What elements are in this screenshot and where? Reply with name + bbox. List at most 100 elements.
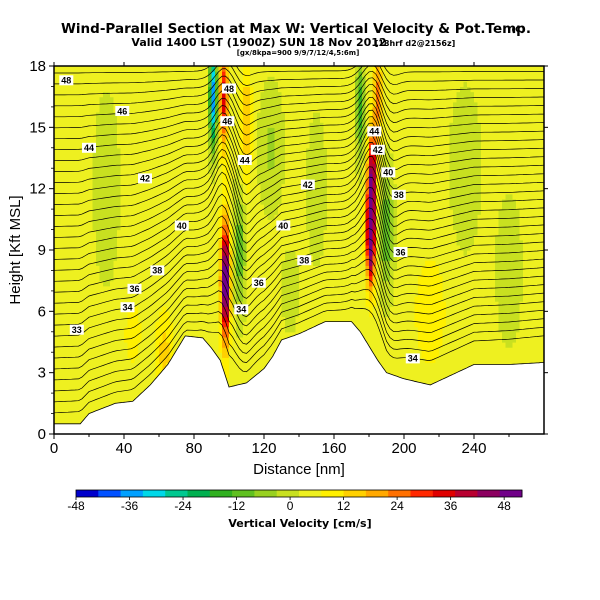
heatmap-cell [152,168,157,174]
heatmap-cell [162,86,167,93]
heatmap-cell [71,275,76,282]
heatmap-cell [61,86,66,93]
heatmap-cell [145,106,150,113]
heatmap-cell [61,168,66,174]
heatmap-cell [246,173,251,180]
heatmap-cell [201,214,206,220]
heatmap-cell [75,250,80,256]
heatmap-cell [239,101,244,108]
heatmap-cell [225,91,230,98]
heatmap-cell [117,362,122,369]
heatmap-cell [131,275,136,282]
heatmap-cell [260,336,265,343]
heatmap-cell [225,306,230,312]
heatmap-cell [246,86,251,93]
heatmap-cell [64,117,69,123]
heatmap-cell [211,347,216,353]
heatmap-cell [131,296,136,302]
heatmap-cell [222,250,227,256]
heatmap-cell [78,234,83,241]
heatmap-cell [82,209,87,215]
heatmap-cell [194,86,199,93]
heatmap-cell [141,316,146,323]
heatmap-cell [113,152,118,159]
heatmap-cell [264,270,269,277]
heatmap-cell [166,204,171,210]
heatmap-cell [159,367,164,374]
heatmap-cell [155,224,160,231]
heatmap-cell [61,127,66,134]
heatmap-cell [75,71,80,77]
heatmap-cell [127,71,132,77]
heatmap-cell [99,71,104,77]
heatmap-cell [68,66,73,72]
heatmap-cell [211,311,216,318]
heatmap-cell [250,86,255,93]
heatmap-cell [204,280,209,287]
heatmap-cell [173,106,178,113]
heatmap-cell [288,132,293,139]
heatmap-cell [278,321,283,328]
heatmap-cell [92,372,97,379]
heatmap-cell [57,142,62,149]
heatmap-cell [117,372,122,379]
heatmap-cell [78,285,83,292]
heatmap-cell [148,188,153,195]
heatmap-cell [82,137,87,144]
heatmap-cell [218,342,223,348]
heatmap-cell [145,112,150,118]
heatmap-cell [194,239,199,246]
heatmap-cell [194,229,199,236]
heatmap-cell [176,71,181,77]
heatmap-cell [57,101,62,108]
heatmap-cell [78,357,83,364]
heatmap-cell [246,214,251,220]
heatmap-cell [71,234,76,241]
heatmap-cell [271,76,276,82]
heatmap-cell [229,301,234,307]
heatmap-cell [162,132,167,139]
heatmap-cell [211,331,216,338]
heatmap-cell [169,260,174,266]
heatmap-cell [120,219,125,226]
heatmap-cell [222,152,227,159]
heatmap-cell [201,255,206,261]
heatmap-cell [99,91,104,98]
heatmap-cell [190,142,195,149]
heatmap-cell [264,352,269,358]
heatmap-cell [103,311,108,318]
heatmap-cell [201,290,206,297]
heatmap-cell [222,265,227,272]
heatmap-cell [250,204,255,210]
heatmap-cell [92,66,97,72]
heatmap-cell [113,260,118,266]
heatmap-cell [194,127,199,134]
heatmap-cell [61,137,66,144]
heatmap-cell [152,316,157,323]
heatmap-cell [106,265,111,272]
heatmap-cell [180,301,185,307]
heatmap-cell [131,244,136,251]
heatmap-cell [267,112,272,118]
heatmap-cell [124,326,129,333]
heatmap-cell [96,137,101,144]
heatmap-cell [64,163,69,169]
heatmap-cell [82,244,87,251]
heatmap-cell [232,66,237,72]
heatmap-cell [120,209,125,215]
heatmap-cell [113,71,118,77]
heatmap-cell [155,117,160,123]
heatmap-cell [288,66,293,72]
heatmap-cell [260,219,265,226]
heatmap-cell [75,342,80,348]
heatmap-cell [124,229,129,236]
heatmap-cell [194,158,199,164]
heatmap-cell [166,275,171,282]
heatmap-cell [288,91,293,98]
heatmap-cell [64,214,69,220]
heatmap-cell [215,101,220,108]
heatmap-cell [211,321,216,328]
heatmap-cell [54,101,59,108]
heatmap-cell [138,275,143,282]
heatmap-cell [281,234,286,241]
